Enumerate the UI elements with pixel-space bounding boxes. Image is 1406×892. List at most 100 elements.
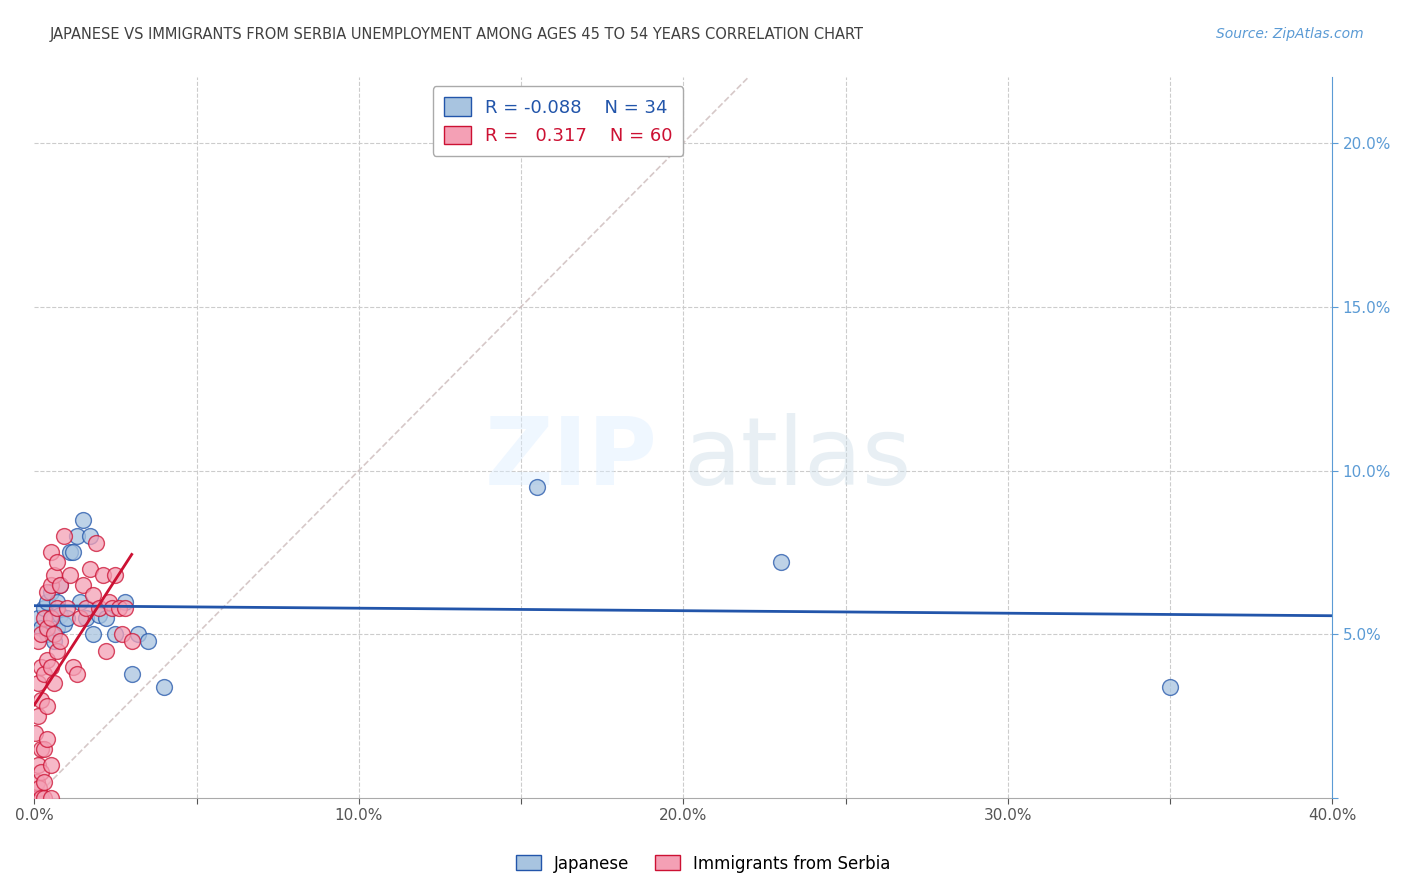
Point bbox=[37, 653, 59, 667]
Point bbox=[27, 633, 49, 648]
Point bbox=[127, 627, 149, 641]
Point bbox=[62, 545, 84, 559]
Point bbox=[27, 758, 49, 772]
Point bbox=[65, 666, 87, 681]
Point bbox=[25, 791, 48, 805]
Point bbox=[39, 584, 62, 599]
Point bbox=[46, 601, 69, 615]
Point bbox=[46, 643, 69, 657]
Point bbox=[37, 594, 59, 608]
Point bbox=[32, 774, 55, 789]
Point bbox=[27, 611, 49, 625]
Point bbox=[121, 633, 143, 648]
Point bbox=[30, 621, 52, 635]
Point bbox=[27, 709, 49, 723]
Point bbox=[39, 758, 62, 772]
Point bbox=[39, 614, 62, 628]
Point bbox=[30, 693, 52, 707]
Point bbox=[75, 611, 97, 625]
Point bbox=[82, 627, 104, 641]
Point bbox=[56, 601, 79, 615]
Point bbox=[24, 725, 46, 739]
Point bbox=[62, 660, 84, 674]
Point bbox=[32, 611, 55, 625]
Point bbox=[49, 607, 72, 622]
Point bbox=[42, 611, 65, 625]
Point bbox=[32, 742, 55, 756]
Point bbox=[84, 535, 107, 549]
Point bbox=[56, 611, 79, 625]
Point bbox=[37, 584, 59, 599]
Point bbox=[769, 555, 792, 569]
Point bbox=[49, 578, 72, 592]
Point bbox=[27, 676, 49, 690]
Point bbox=[79, 562, 101, 576]
Point bbox=[39, 611, 62, 625]
Point bbox=[94, 611, 117, 625]
Point bbox=[32, 791, 55, 805]
Point bbox=[91, 568, 114, 582]
Point bbox=[49, 633, 72, 648]
Point bbox=[72, 513, 94, 527]
Text: atlas: atlas bbox=[683, 413, 911, 506]
Point bbox=[39, 660, 62, 674]
Point bbox=[114, 601, 136, 615]
Point bbox=[153, 680, 176, 694]
Point bbox=[101, 601, 124, 615]
Point bbox=[65, 529, 87, 543]
Point bbox=[42, 627, 65, 641]
Point bbox=[30, 627, 52, 641]
Point bbox=[79, 529, 101, 543]
Point bbox=[111, 627, 134, 641]
Point bbox=[136, 633, 159, 648]
Point bbox=[52, 529, 75, 543]
Point bbox=[114, 594, 136, 608]
Point bbox=[1159, 680, 1181, 694]
Point bbox=[37, 732, 59, 747]
Point bbox=[39, 545, 62, 559]
Point bbox=[39, 578, 62, 592]
Point bbox=[49, 578, 72, 592]
Legend: Japanese, Immigrants from Serbia: Japanese, Immigrants from Serbia bbox=[509, 848, 897, 880]
Point bbox=[75, 601, 97, 615]
Point bbox=[27, 791, 49, 805]
Point bbox=[25, 774, 48, 789]
Point bbox=[107, 601, 129, 615]
Point bbox=[59, 568, 82, 582]
Point bbox=[46, 621, 69, 635]
Point bbox=[72, 578, 94, 592]
Point bbox=[30, 791, 52, 805]
Text: JAPANESE VS IMMIGRANTS FROM SERBIA UNEMPLOYMENT AMONG AGES 45 TO 54 YEARS CORREL: JAPANESE VS IMMIGRANTS FROM SERBIA UNEMP… bbox=[49, 27, 863, 42]
Text: Source: ZipAtlas.com: Source: ZipAtlas.com bbox=[1216, 27, 1364, 41]
Point bbox=[98, 594, 121, 608]
Point bbox=[104, 568, 127, 582]
Point bbox=[37, 699, 59, 714]
Point bbox=[89, 607, 111, 622]
Point bbox=[52, 617, 75, 632]
Point bbox=[32, 601, 55, 615]
Point bbox=[39, 791, 62, 805]
Point bbox=[46, 594, 69, 608]
Point bbox=[30, 742, 52, 756]
Point bbox=[94, 643, 117, 657]
Point bbox=[526, 480, 548, 494]
Point bbox=[32, 666, 55, 681]
Point bbox=[28, 781, 51, 796]
Legend: R = -0.088    N = 34, R =   0.317    N = 60: R = -0.088 N = 34, R = 0.317 N = 60 bbox=[433, 87, 683, 156]
Point bbox=[42, 568, 65, 582]
Point bbox=[42, 676, 65, 690]
Point bbox=[59, 545, 82, 559]
Point bbox=[46, 555, 69, 569]
Point bbox=[82, 588, 104, 602]
Point bbox=[121, 666, 143, 681]
Point bbox=[42, 633, 65, 648]
Point bbox=[30, 660, 52, 674]
Point bbox=[37, 621, 59, 635]
Point bbox=[37, 627, 59, 641]
Point bbox=[69, 594, 91, 608]
Point bbox=[30, 764, 52, 779]
Point bbox=[69, 611, 91, 625]
Point bbox=[89, 601, 111, 615]
Text: ZIP: ZIP bbox=[485, 413, 658, 506]
Point bbox=[104, 627, 127, 641]
